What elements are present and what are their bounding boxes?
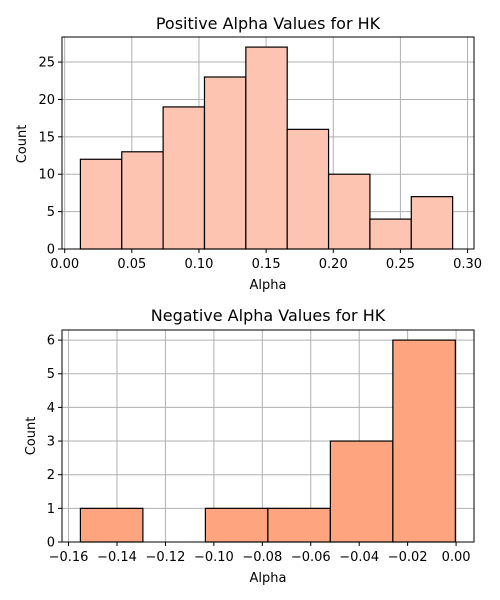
y-tick-label: 0: [47, 536, 55, 551]
histogram-bar: [121, 151, 164, 250]
x-axis-label: Alpha: [250, 571, 287, 586]
histogram-bar: [369, 218, 412, 250]
x-tick-label: 0.00: [442, 550, 471, 565]
x-tick-label: −0.12: [146, 550, 186, 565]
x-tick-label: 0.05: [117, 257, 146, 272]
histogram-bar: [245, 46, 288, 250]
chart-negative-alpha: Negative Alpha Values for HK Alpha Count…: [24, 306, 475, 586]
y-axis-label: Count: [24, 417, 39, 456]
y-axis-label: Count: [15, 125, 30, 164]
y-tick-label: 15: [38, 130, 55, 145]
x-axis-label: Alpha: [250, 278, 287, 293]
histogram-bar: [79, 507, 144, 543]
histogram-bar: [79, 158, 123, 250]
histogram-bar: [267, 507, 331, 543]
x-tick-label: −0.08: [242, 550, 282, 565]
x-tick-label: −0.16: [49, 550, 89, 565]
x-tick-label: 0.15: [252, 257, 281, 272]
x-tick-label: 0.10: [184, 257, 213, 272]
y-tick-label: 0: [47, 243, 55, 258]
histogram-bar: [162, 106, 206, 250]
x-tick-label: 0.30: [453, 257, 482, 272]
y-tick-label: 6: [47, 334, 55, 349]
histogram-bar: [410, 196, 454, 250]
chart-positive-alpha: Positive Alpha Values for HK Alpha Count…: [15, 14, 482, 293]
x-tick-label: 0.25: [386, 257, 415, 272]
x-tick-label: 0.00: [50, 257, 79, 272]
plot-frame: [61, 329, 475, 543]
y-tick-label: 2: [47, 468, 55, 483]
y-tick-label: 5: [47, 367, 55, 382]
y-tick-label: 1: [47, 502, 55, 517]
y-tick-label: 5: [47, 205, 55, 220]
x-tick-label: −0.02: [388, 550, 428, 565]
histogram-bar: [327, 173, 371, 250]
x-tick-label: −0.04: [339, 550, 379, 565]
y-tick-label: 3: [47, 435, 55, 450]
chart-title: Negative Alpha Values for HK: [151, 306, 386, 325]
histogram-bar: [392, 339, 456, 543]
histogram-bar: [329, 440, 394, 543]
x-tick-label: −0.14: [97, 550, 137, 565]
y-tick-label: 25: [38, 56, 55, 71]
x-tick-label: −0.10: [194, 550, 234, 565]
histogram-bar: [203, 76, 247, 250]
histogram-bar: [204, 507, 269, 543]
x-tick-label: −0.06: [291, 550, 331, 565]
plot-frame: [61, 36, 475, 250]
chart-title: Positive Alpha Values for HK: [156, 14, 381, 33]
x-tick-label: 0.20: [319, 257, 348, 272]
y-tick-label: 20: [38, 93, 55, 108]
y-tick-label: 4: [47, 401, 55, 416]
histogram-bar: [286, 128, 330, 250]
y-tick-label: 10: [38, 168, 55, 183]
